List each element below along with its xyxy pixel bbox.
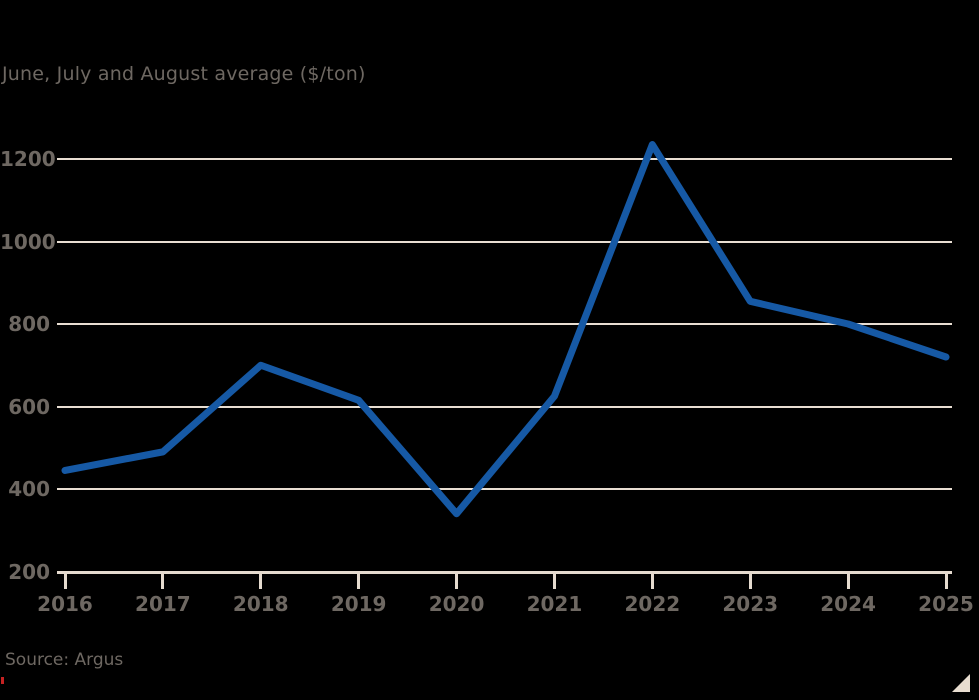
- x-tick-label: 2018: [232, 592, 289, 616]
- x-axis-tick: [944, 573, 948, 589]
- x-tick-label: 2021: [526, 592, 583, 616]
- x-axis-tick: [650, 573, 654, 589]
- x-tick-label: 2022: [624, 592, 681, 616]
- y-gridline: [57, 323, 952, 325]
- red-artifact: [1, 677, 4, 684]
- y-tick-label: 800: [8, 312, 50, 336]
- x-axis-tick: [552, 573, 556, 589]
- x-tick-label: 2025: [918, 592, 974, 616]
- y-tick-label: 1000: [0, 229, 56, 254]
- x-tick-label: 2023: [722, 592, 779, 616]
- x-tick-label: 2024: [820, 592, 876, 616]
- y-tick-label: 400: [8, 477, 50, 501]
- x-axis-line: [57, 570, 952, 574]
- source-label: Source: Argus: [5, 650, 124, 670]
- x-axis-tick: [846, 573, 850, 589]
- x-axis-tick: [357, 573, 361, 589]
- x-axis-tick: [161, 573, 165, 589]
- x-tick-label: 2020: [428, 592, 485, 616]
- x-axis-tick: [259, 573, 263, 589]
- y-gridline: [57, 488, 952, 490]
- y-tick-label: 200: [8, 559, 50, 584]
- x-axis-tick: [748, 573, 752, 589]
- x-axis-tick: [63, 573, 67, 589]
- x-tick-label: 2019: [330, 592, 387, 616]
- x-tick-label: 2016: [37, 592, 93, 616]
- x-tick-label: 2017: [135, 592, 191, 616]
- corner-triangle-icon: [952, 674, 970, 692]
- x-axis-tick: [455, 573, 459, 589]
- y-gridline: [57, 158, 952, 160]
- y-gridline: [57, 405, 952, 408]
- chart-subtitle: June, July and August average ($/ton): [2, 63, 366, 85]
- price-line: [61, 141, 950, 518]
- y-gridline: [57, 240, 952, 243]
- y-tick-label: 600: [8, 394, 50, 419]
- y-tick-label: 1200: [0, 147, 56, 171]
